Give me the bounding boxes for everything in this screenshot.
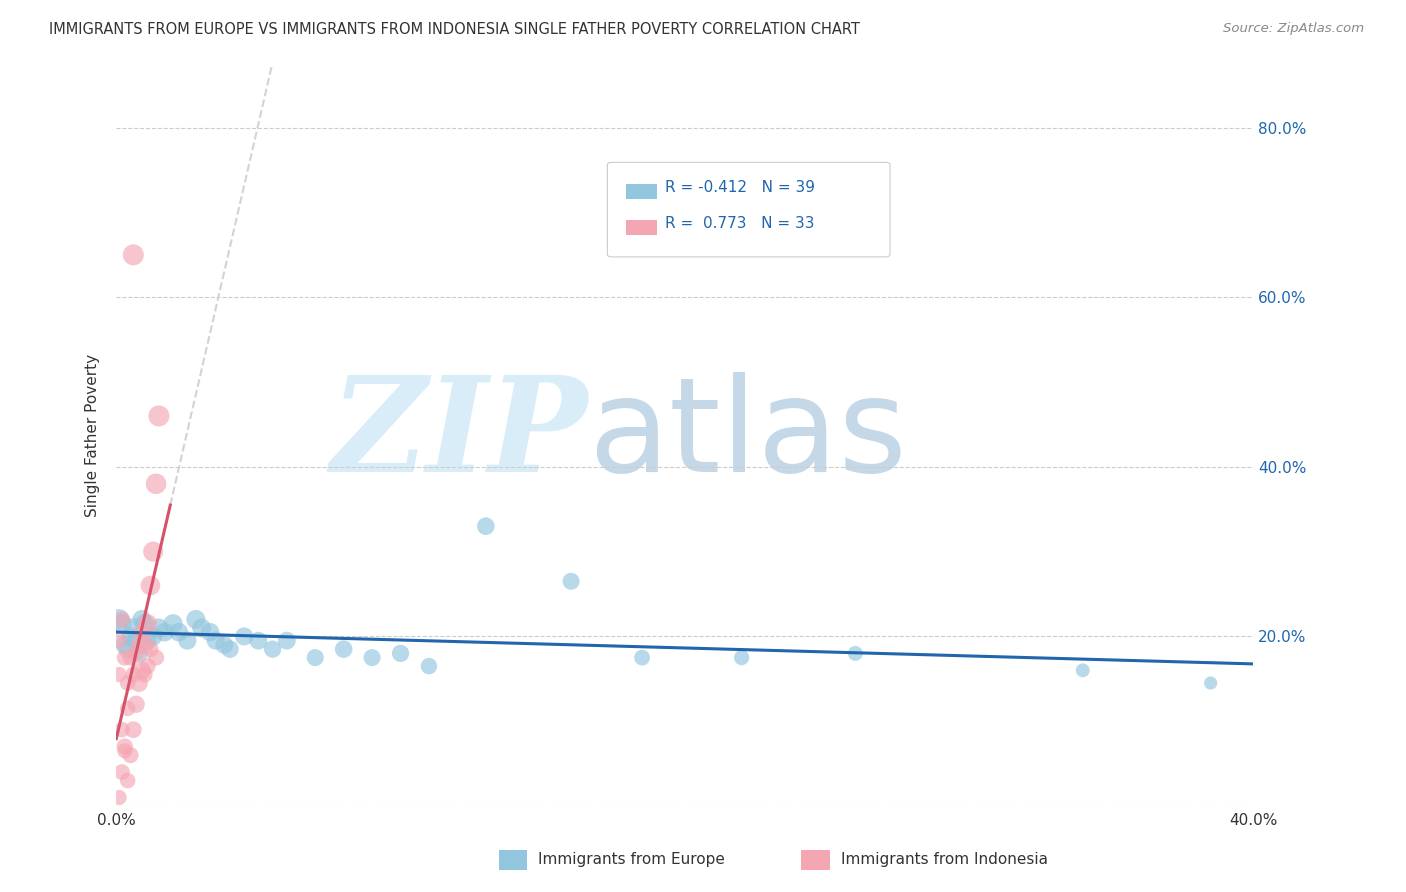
Point <box>844 646 866 660</box>
Y-axis label: Single Father Poverty: Single Father Poverty <box>86 353 100 516</box>
Point <box>128 638 150 652</box>
Point <box>233 629 256 643</box>
Point <box>111 723 134 737</box>
Point <box>190 621 212 635</box>
Point <box>134 638 156 652</box>
Text: Immigrants from Indonesia: Immigrants from Indonesia <box>841 853 1047 867</box>
Point <box>122 248 145 262</box>
Point <box>117 642 139 657</box>
Point <box>111 616 134 631</box>
Point <box>153 625 176 640</box>
Point <box>136 616 159 631</box>
Point <box>134 667 156 681</box>
Text: ZIP: ZIP <box>330 370 588 500</box>
Point <box>131 663 153 677</box>
Point <box>125 633 148 648</box>
Point <box>262 642 284 657</box>
Point <box>136 633 159 648</box>
Point <box>276 633 298 648</box>
Point <box>167 625 190 640</box>
Point <box>131 625 153 640</box>
Point <box>176 633 198 648</box>
Point <box>108 667 131 681</box>
Point <box>145 476 167 491</box>
Point <box>117 773 139 788</box>
Text: R = -0.412   N = 39: R = -0.412 N = 39 <box>665 180 815 194</box>
Point <box>418 659 440 673</box>
Point <box>389 646 412 660</box>
Point <box>117 676 139 690</box>
Point <box>148 409 170 423</box>
Point <box>247 633 270 648</box>
Point <box>730 650 752 665</box>
Point <box>122 667 145 681</box>
Point <box>131 612 153 626</box>
Point <box>214 638 236 652</box>
Point <box>125 698 148 712</box>
Point <box>204 633 226 648</box>
Point <box>120 629 142 643</box>
Point <box>114 744 136 758</box>
Point <box>111 612 134 626</box>
Point <box>120 748 142 763</box>
Point <box>560 574 582 589</box>
Point <box>111 765 134 780</box>
Point <box>142 544 165 558</box>
Point <box>114 638 136 652</box>
Point <box>361 650 384 665</box>
Point <box>125 646 148 660</box>
Point <box>198 625 221 640</box>
Point <box>128 646 150 660</box>
Text: R =  0.773   N = 33: R = 0.773 N = 33 <box>665 216 814 230</box>
Point <box>114 739 136 754</box>
Point <box>145 650 167 665</box>
Point <box>108 633 131 648</box>
Point <box>108 790 131 805</box>
Point <box>122 723 145 737</box>
Text: Immigrants from Europe: Immigrants from Europe <box>538 853 725 867</box>
Point <box>139 642 162 657</box>
Point <box>117 701 139 715</box>
Point <box>134 616 156 631</box>
Point <box>142 629 165 643</box>
Point <box>332 642 354 657</box>
Point <box>219 642 242 657</box>
Point <box>128 676 150 690</box>
Point <box>184 612 207 626</box>
Point <box>148 621 170 635</box>
Point <box>139 578 162 592</box>
Text: IMMIGRANTS FROM EUROPE VS IMMIGRANTS FROM INDONESIA SINGLE FATHER POVERTY CORREL: IMMIGRANTS FROM EUROPE VS IMMIGRANTS FRO… <box>49 22 860 37</box>
Point <box>1071 663 1094 677</box>
Point <box>162 616 184 631</box>
Point <box>631 650 654 665</box>
Text: Source: ZipAtlas.com: Source: ZipAtlas.com <box>1223 22 1364 36</box>
Point <box>114 650 136 665</box>
Point <box>475 519 498 533</box>
Point <box>120 650 142 665</box>
Point <box>304 650 326 665</box>
Point <box>1199 676 1222 690</box>
Point <box>122 621 145 635</box>
Text: atlas: atlas <box>588 372 907 499</box>
Point <box>108 612 131 626</box>
Point <box>136 659 159 673</box>
